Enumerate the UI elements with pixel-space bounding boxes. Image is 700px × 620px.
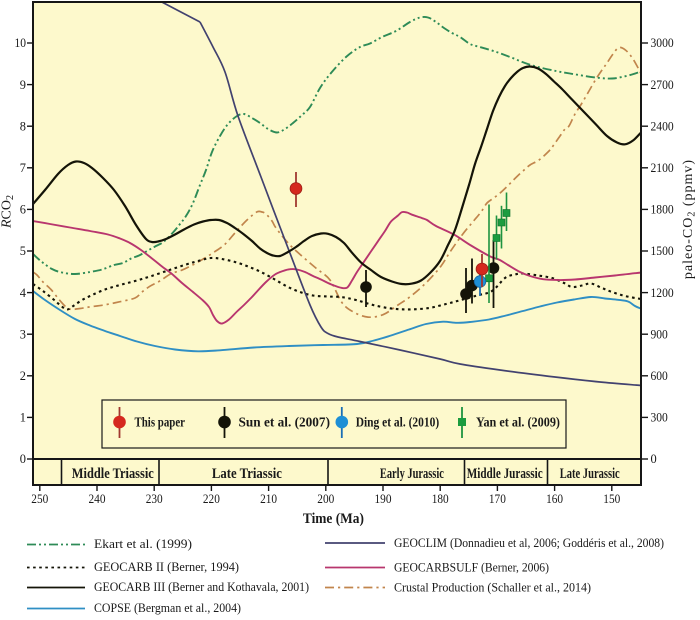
svg-text:Yan et al. (2009): Yan et al. (2009) <box>476 416 560 431</box>
svg-text:COPSE (Bergman et al., 2004): COPSE (Bergman et al., 2004) <box>94 600 241 615</box>
svg-text:Late Triassic: Late Triassic <box>212 466 282 482</box>
svg-text:5: 5 <box>20 243 26 258</box>
svg-text:600: 600 <box>651 368 668 383</box>
svg-text:3: 3 <box>20 326 26 341</box>
svg-text:170: 170 <box>489 491 506 506</box>
svg-text:6: 6 <box>20 202 27 217</box>
svg-text:Crustal Production (Schaller e: Crustal Production (Schaller et al., 201… <box>394 580 591 595</box>
svg-text:180: 180 <box>432 491 449 506</box>
svg-text:Middle Jurassic: Middle Jurassic <box>467 466 543 482</box>
svg-text:1800: 1800 <box>651 202 674 217</box>
svg-text:1: 1 <box>20 410 26 425</box>
svg-text:9: 9 <box>20 77 26 92</box>
svg-text:240: 240 <box>89 491 106 506</box>
svg-text:3000: 3000 <box>651 35 674 50</box>
svg-text:200: 200 <box>317 491 334 506</box>
svg-text:220: 220 <box>203 491 220 506</box>
svg-text:2: 2 <box>20 368 26 383</box>
svg-text:250: 250 <box>31 491 48 506</box>
svg-text:This paper: This paper <box>135 416 186 431</box>
svg-text:Middle Triassic: Middle Triassic <box>72 466 154 482</box>
svg-text:2400: 2400 <box>651 118 674 133</box>
svg-text:Time (Ma): Time (Ma) <box>303 511 364 527</box>
svg-text:0: 0 <box>20 451 26 466</box>
svg-text:GEOCARBSULF (Berner, 2006): GEOCARBSULF (Berner, 2006) <box>394 560 549 575</box>
svg-text:GEOCLIM (Donnadieu et al, 2006: GEOCLIM (Donnadieu et al, 2006; Goddéris… <box>394 535 664 550</box>
svg-text:GEOCARB III (Berner and Kothav: GEOCARB III (Berner and Kothavala, 2001) <box>94 579 309 594</box>
svg-text:300: 300 <box>651 410 668 425</box>
svg-text:150: 150 <box>603 491 620 506</box>
svg-text:230: 230 <box>146 491 163 506</box>
svg-text:160: 160 <box>546 491 563 506</box>
svg-text:Early Jurassic: Early Jurassic <box>380 466 444 482</box>
svg-text:210: 210 <box>260 491 277 506</box>
svg-text:8: 8 <box>20 118 26 133</box>
svg-text:2100: 2100 <box>651 160 674 175</box>
svg-text:Sun et al. (2007): Sun et al. (2007) <box>239 416 331 431</box>
svg-text:190: 190 <box>375 491 392 506</box>
svg-text:GEOCARB II (Berner, 1994): GEOCARB II (Berner, 1994) <box>94 559 239 574</box>
svg-text:RCO2: RCO2 <box>0 195 16 229</box>
svg-text:4: 4 <box>20 285 27 300</box>
svg-text:0: 0 <box>651 451 657 466</box>
svg-text:900: 900 <box>651 326 668 341</box>
svg-text:7: 7 <box>20 160 27 175</box>
svg-text:paleo-CO2 (ppmv): paleo-CO2 (ppmv) <box>681 159 698 279</box>
svg-text:2700: 2700 <box>651 77 674 92</box>
svg-text:Ekart et al. (1999): Ekart et al. (1999) <box>94 536 192 551</box>
svg-text:Late Jurassic: Late Jurassic <box>560 466 620 482</box>
svg-text:10: 10 <box>15 35 27 50</box>
svg-text:1200: 1200 <box>651 285 674 300</box>
svg-text:1500: 1500 <box>651 243 674 258</box>
svg-text:Ding et al. (2010): Ding et al. (2010) <box>356 416 440 431</box>
